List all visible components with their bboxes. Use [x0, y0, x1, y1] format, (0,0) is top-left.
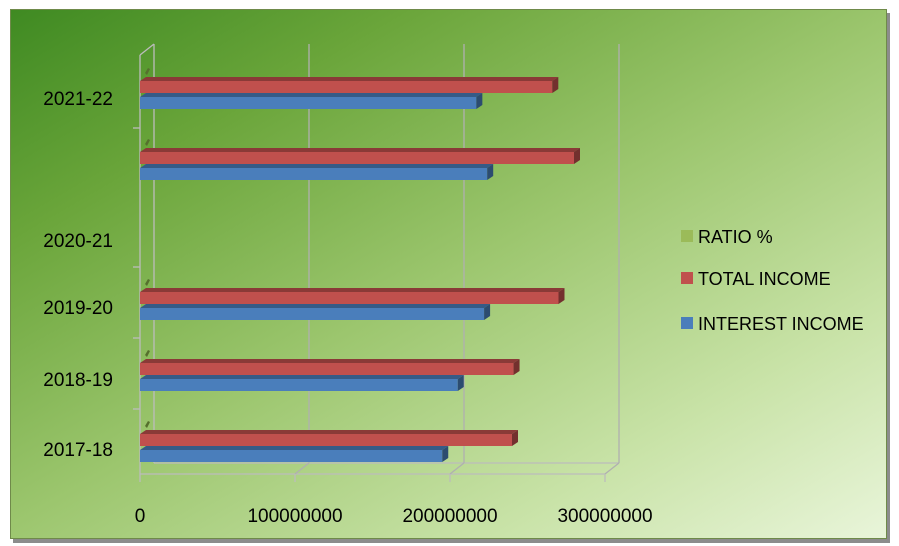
- y-axis-categories: 2017-18 2018-19 2019-20 2020-21 2021-22: [43, 89, 113, 461]
- bar-ratio-marker: [145, 139, 150, 146]
- bar-interest-income-front: [140, 379, 458, 391]
- bar-ratio-marker: [145, 421, 150, 428]
- legend: RATIO % TOTAL INCOME INTEREST INCOME: [681, 227, 864, 334]
- bar-interest-income-top: [140, 375, 464, 379]
- bar-interest-income-top: [140, 304, 491, 308]
- bar-ratio-marker: [145, 68, 150, 75]
- bar-interest-income-top: [140, 446, 449, 450]
- bar-total-income-front: [140, 81, 553, 93]
- bar-interest-income-side: [487, 164, 494, 180]
- bar-total-income: [140, 288, 565, 304]
- bars: [140, 68, 580, 462]
- gridlines: [294, 44, 620, 475]
- bar-interest-income-side: [484, 304, 491, 320]
- bar-total-income-top: [140, 148, 580, 152]
- y-category-label: 2017-18: [43, 440, 113, 461]
- legend-label: INTEREST INCOME: [698, 314, 864, 334]
- x-tick-label: 0: [135, 506, 146, 527]
- bar-interest-income-top: [140, 164, 494, 168]
- bar-total-income-side: [552, 77, 559, 93]
- chart-walls: [133, 43, 619, 475]
- axis-depth-top: [139, 43, 155, 56]
- bar-interest-income-front: [140, 308, 485, 320]
- bar-interest-income-front: [140, 450, 443, 462]
- x-tick-label: 100000000: [247, 506, 342, 527]
- legend-item: RATIO %: [681, 227, 773, 247]
- bar-interest-income: [140, 375, 464, 391]
- bar-total-income: [140, 148, 580, 164]
- bar-total-income-front: [140, 292, 559, 304]
- bar-interest-income-top: [140, 93, 483, 97]
- gridline-depth: [294, 462, 310, 475]
- bar-interest-income-side: [442, 446, 449, 462]
- legend-swatch: [681, 272, 693, 284]
- bar-interest-income-front: [140, 168, 488, 180]
- bar-total-income-side: [574, 148, 580, 164]
- bar-total-income-side: [513, 359, 520, 375]
- bar-total-income-top: [140, 288, 565, 292]
- bar-total-income-front: [140, 363, 514, 375]
- bar-interest-income-side: [476, 93, 483, 109]
- legend-item: TOTAL INCOME: [681, 269, 831, 289]
- bar-interest-income: [140, 446, 449, 462]
- y-category-label: 2020-21: [43, 231, 113, 252]
- legend-item: INTEREST INCOME: [681, 314, 864, 334]
- bar-total-income: [140, 430, 518, 446]
- bar-total-income-side: [558, 288, 565, 304]
- bar-total-income: [140, 77, 559, 93]
- bar-total-income-top: [140, 359, 520, 363]
- legend-swatch: [681, 230, 693, 242]
- x-axis-ticks: 0 100000000 200000000 300000000: [135, 474, 653, 527]
- legend-swatch: [681, 317, 693, 329]
- bar-total-income: [140, 359, 520, 375]
- x-tick-label: 200000000: [402, 506, 497, 527]
- bar-interest-income-front: [140, 97, 477, 109]
- y-category-label: 2019-20: [43, 298, 113, 319]
- bar-interest-income: [140, 93, 483, 109]
- bar-total-income-front: [140, 434, 512, 446]
- x-tick-label: 300000000: [557, 506, 652, 527]
- legend-label: TOTAL INCOME: [698, 269, 831, 289]
- gridline-depth: [449, 462, 465, 475]
- y-category-label: 2021-22: [43, 89, 113, 110]
- legend-label: RATIO %: [698, 227, 773, 247]
- bar-interest-income: [140, 164, 494, 180]
- bar-total-income-top: [140, 77, 559, 81]
- bar-total-income-side: [512, 430, 518, 446]
- bar-ratio-marker: [145, 279, 150, 286]
- bar-ratio-marker: [145, 350, 150, 357]
- y-category-label: 2018-19: [43, 370, 113, 391]
- bar-total-income-top: [140, 430, 518, 434]
- gridline-depth: [604, 462, 620, 475]
- bar-total-income-front: [140, 152, 574, 164]
- bar-interest-income-side: [457, 375, 464, 391]
- bar-interest-income: [140, 304, 491, 320]
